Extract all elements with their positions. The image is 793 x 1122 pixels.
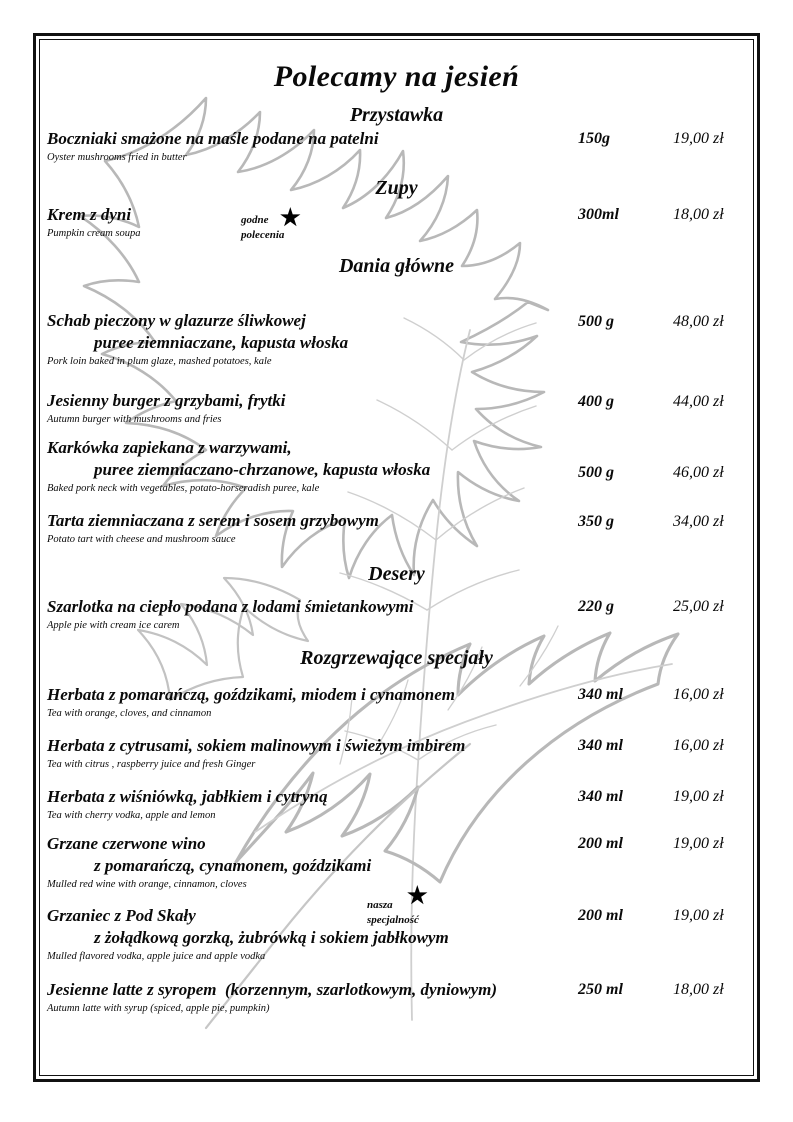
page-border-inner <box>39 39 754 1076</box>
item-quantity: 400 g <box>578 393 614 410</box>
badge-specialty: ★ nasza specjalność <box>367 884 428 928</box>
item-name-en: Baked pork neck with vegetables, potato-… <box>47 483 320 494</box>
item-name-en: Pork loin baked in plum glaze, mashed po… <box>47 356 272 367</box>
item-quantity: 220 g <box>578 598 614 615</box>
item-name-en: Tea with orange, cloves, and cinnamon <box>47 708 212 719</box>
item-price: 34,00 zł <box>673 513 724 530</box>
item-name-en: Autumn burger with mushrooms and fries <box>47 414 222 425</box>
page-title: Polecamy na jesień <box>273 60 520 93</box>
item-quantity: 500 g <box>578 313 614 330</box>
item-name-pl-line2: z pomarańczą, cynamonem, goździkami <box>94 856 372 875</box>
item-name-en: Potato tart with cheese and mushroom sau… <box>47 534 236 545</box>
item-price: 16,00 zł <box>673 737 724 754</box>
badge-line-1: godne <box>241 214 269 226</box>
item-quantity: 340 ml <box>578 686 623 703</box>
item-price: 18,00 zł <box>673 206 724 223</box>
section-heading-rozgrzewajace: Rozgrzewające specjały <box>300 647 493 669</box>
item-name-en: Tea with citrus , raspberry juice and fr… <box>47 759 256 770</box>
item-name-en: Mulled flavored vodka, apple juice and a… <box>47 951 266 962</box>
item-quantity: 200 ml <box>578 835 623 852</box>
item-name-en: Oyster mushrooms fried in butter <box>47 152 187 163</box>
item-price: 19,00 zł <box>673 130 724 147</box>
item-price: 19,00 zł <box>673 788 724 805</box>
item-price: 19,00 zł <box>673 835 724 852</box>
item-quantity: 340 ml <box>578 788 623 805</box>
item-quantity: 500 g <box>578 464 614 481</box>
item-price: 25,00 zł <box>673 598 724 615</box>
item-price: 18,00 zł <box>673 981 724 998</box>
item-price: 16,00 zł <box>673 686 724 703</box>
item-quantity: 250 ml <box>578 981 623 998</box>
item-price: 48,00 zł <box>673 313 724 330</box>
badge-line-2: polecenia <box>241 229 285 241</box>
item-name-en: Mulled red wine with orange, cinnamon, c… <box>47 879 247 890</box>
item-name-en: Pumpkin cream soupa <box>47 228 141 239</box>
item-name-pl: Grzaniec z Pod Skały <box>47 906 196 925</box>
badge-recommended: ★ godne polecenia <box>241 206 301 243</box>
badge-line-2: specjalność <box>367 914 419 926</box>
item-name-pl-line2: z żołądkową gorzką, żubrówką i sokiem ja… <box>94 928 449 947</box>
item-quantity: 350 g <box>578 513 614 530</box>
section-heading-dania-glowne: Dania główne <box>338 255 455 277</box>
item-price: 19,00 zł <box>673 907 724 924</box>
section-heading-przystawka: Przystawka <box>349 104 444 126</box>
item-name-pl: Karkówka zapiekana z warzywami, <box>47 438 292 457</box>
item-name-pl: Grzane czerwone wino <box>47 834 206 853</box>
section-heading-desery: Desery <box>368 563 425 585</box>
item-name-en: Autumn latte with syrup (spiced, apple p… <box>47 1003 270 1014</box>
item-quantity: 300ml <box>578 206 619 223</box>
item-quantity: 200 ml <box>578 907 623 924</box>
item-name-pl-line2: puree ziemniaczane, kapusta włoska <box>94 333 349 352</box>
star-icon: ★ <box>280 205 301 230</box>
item-quantity: 150g <box>578 130 610 147</box>
section-heading-zupy: Zupy <box>375 177 418 199</box>
item-name-en: Tea with cherry vodka, apple and lemon <box>47 810 216 821</box>
star-icon: ★ <box>407 883 428 908</box>
page-border <box>33 33 760 1082</box>
item-name-en: Apple pie with cream ice carem <box>47 620 180 631</box>
item-price: 46,00 zł <box>673 464 724 481</box>
item-quantity: 340 ml <box>578 737 623 754</box>
item-price: 44,00 zł <box>673 393 724 410</box>
